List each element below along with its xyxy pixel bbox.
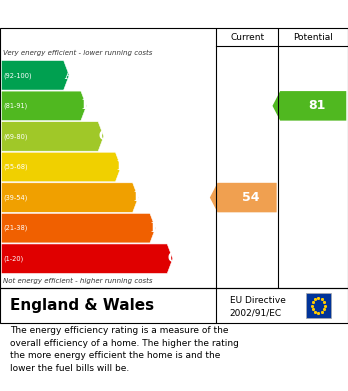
Polygon shape: [272, 91, 346, 120]
Text: (1-20): (1-20): [3, 255, 24, 262]
Text: A: A: [64, 69, 74, 82]
Text: F: F: [151, 222, 159, 235]
Text: 81: 81: [308, 99, 326, 112]
Text: EU Directive: EU Directive: [230, 296, 286, 305]
Polygon shape: [1, 152, 121, 182]
Text: Current: Current: [230, 32, 264, 41]
Polygon shape: [210, 183, 277, 212]
Text: C: C: [99, 130, 109, 143]
Text: The energy efficiency rating is a measure of the
overall efficiency of a home. T: The energy efficiency rating is a measur…: [10, 326, 239, 373]
Text: (81-91): (81-91): [3, 102, 28, 109]
Text: (39-54): (39-54): [3, 194, 28, 201]
Polygon shape: [1, 61, 69, 90]
Text: E: E: [133, 191, 143, 204]
Text: (21-38): (21-38): [3, 225, 28, 231]
Text: Energy Efficiency Rating: Energy Efficiency Rating: [7, 7, 217, 22]
Polygon shape: [1, 91, 86, 120]
Text: 2002/91/EC: 2002/91/EC: [230, 308, 282, 317]
Polygon shape: [1, 183, 138, 212]
Text: England & Wales: England & Wales: [10, 298, 155, 313]
Text: B: B: [81, 99, 92, 112]
Bar: [306, 293, 331, 318]
Text: Very energy efficient - lower running costs: Very energy efficient - lower running co…: [3, 50, 153, 56]
Text: (69-80): (69-80): [3, 133, 28, 140]
Text: Not energy efficient - higher running costs: Not energy efficient - higher running co…: [3, 278, 153, 284]
Polygon shape: [1, 213, 156, 243]
Polygon shape: [1, 244, 173, 273]
Polygon shape: [1, 122, 104, 151]
Text: D: D: [116, 160, 127, 174]
Text: 54: 54: [242, 191, 260, 204]
Text: (92-100): (92-100): [3, 72, 32, 79]
Text: Potential: Potential: [293, 32, 333, 41]
Text: (55-68): (55-68): [3, 164, 28, 170]
Text: G: G: [168, 252, 179, 265]
